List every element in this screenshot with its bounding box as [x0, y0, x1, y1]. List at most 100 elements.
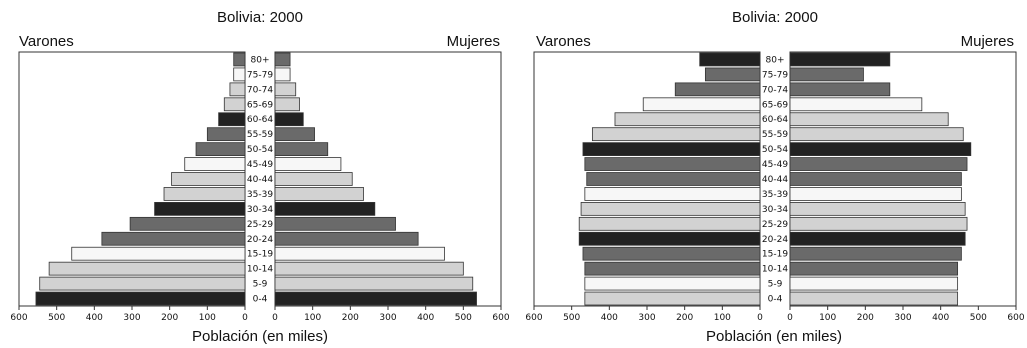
x-tick-label: 400	[601, 313, 618, 323]
bar-varones	[584, 187, 761, 201]
bar-varones	[71, 246, 246, 261]
bar-varones	[223, 97, 246, 112]
chart-title: Bolivia: 2000	[217, 9, 303, 26]
bar-varones	[154, 202, 246, 216]
bar-mujeres	[789, 127, 964, 142]
x-axis-label: Población (en miles)	[706, 328, 842, 345]
bar-varones	[578, 231, 761, 246]
age-group-label: 20-24	[247, 235, 273, 245]
age-group-label: 80+	[251, 55, 270, 65]
bar-varones	[48, 261, 246, 276]
age-group-label: 50-54	[247, 145, 273, 155]
x-tick-label: 300	[638, 313, 655, 323]
bar-mujeres	[274, 127, 315, 142]
bar-mujeres	[789, 142, 972, 156]
bar-mujeres	[789, 276, 959, 291]
pyramid-panel-2: Bolivia: 2000 Varones Mujeres 0-4 5-9 10-14 15…	[525, 9, 1024, 345]
bar-mujeres	[274, 67, 291, 82]
age-group-label: 35-39	[762, 190, 788, 200]
age-group-label: 60-64	[762, 115, 788, 125]
bar-mujeres	[274, 187, 364, 201]
bar-mujeres	[789, 261, 959, 276]
bar-mujeres	[789, 187, 962, 201]
varones-label: Varones	[19, 33, 74, 50]
bar-mujeres	[789, 216, 968, 231]
x-tick-label: 200	[857, 313, 874, 323]
bar-mujeres	[789, 172, 962, 186]
bar-varones	[35, 291, 246, 306]
bar-mujeres	[274, 157, 342, 171]
bar-mujeres	[274, 172, 353, 186]
x-tick-label: 400	[932, 313, 949, 323]
age-group-label: 65-69	[247, 100, 273, 110]
bar-varones	[206, 127, 246, 142]
bar-varones	[233, 52, 246, 67]
age-group-label: 50-54	[762, 145, 788, 155]
bar-mujeres	[274, 82, 297, 97]
age-group-label: 35-39	[247, 190, 273, 200]
age-group-label: 70-74	[762, 85, 788, 95]
x-tick-label: 300	[379, 313, 396, 323]
x-axis-label: Población (en miles)	[192, 328, 328, 345]
age-group-label: 10-14	[247, 265, 273, 275]
age-group-label: 0-4	[768, 295, 783, 305]
bar-varones	[171, 172, 246, 186]
age-group-label: 80+	[766, 55, 785, 65]
age-group-label: 70-74	[247, 85, 273, 95]
bar-mujeres	[274, 276, 474, 291]
age-group-label: 55-59	[247, 130, 273, 140]
age-group-label: 55-59	[762, 130, 788, 140]
bar-mujeres	[789, 202, 966, 216]
bar-varones	[586, 172, 761, 186]
bar-varones	[129, 216, 246, 231]
x-tick-label: 100	[304, 313, 321, 323]
bar-mujeres	[274, 246, 445, 261]
x-tick-label: 600	[525, 313, 542, 323]
bar-mujeres	[789, 112, 949, 127]
age-group-label: 15-19	[762, 250, 788, 260]
x-tick-label: 600	[10, 313, 27, 323]
bar-mujeres	[274, 202, 376, 216]
bar-varones	[704, 67, 761, 82]
x-tick-label: 0	[757, 313, 763, 323]
mujeres-label: Mujeres	[961, 33, 1014, 50]
age-group-label: 30-34	[762, 205, 788, 215]
pyramid-panel-1: Bolivia: 2000 Varones Mujeres 0-4 5-9 10-14 15…	[10, 9, 509, 345]
x-tick-label: 500	[48, 313, 65, 323]
x-tick-label: 200	[161, 313, 178, 323]
bar-varones	[39, 276, 246, 291]
age-group-label: 5-9	[768, 280, 783, 290]
bar-varones	[699, 52, 761, 67]
bar-mujeres	[274, 231, 419, 246]
x-tick-label: 100	[199, 313, 216, 323]
bar-varones	[578, 216, 761, 231]
bar-varones	[582, 142, 761, 156]
x-tick-label: 400	[86, 313, 103, 323]
bar-varones	[584, 276, 761, 291]
age-group-label: 60-64	[247, 115, 273, 125]
x-tick-label: 600	[1007, 313, 1024, 323]
bar-varones	[229, 82, 246, 97]
bar-mujeres	[789, 291, 959, 306]
bar-mujeres	[274, 112, 304, 127]
mujeres-label: Mujeres	[447, 33, 500, 50]
x-tick-label: 500	[455, 313, 472, 323]
x-tick-label: 200	[676, 313, 693, 323]
bar-varones	[195, 142, 246, 156]
x-tick-label: 600	[492, 313, 509, 323]
bar-varones	[233, 67, 246, 82]
x-tick-label: 0	[272, 313, 278, 323]
x-tick-label: 400	[417, 313, 434, 323]
age-group-label: 75-79	[762, 70, 788, 80]
bar-mujeres	[789, 52, 891, 67]
x-tick-label: 0	[787, 313, 793, 323]
bar-varones	[218, 112, 246, 127]
age-group-label: 5-9	[253, 280, 268, 290]
age-group-label: 45-49	[762, 160, 788, 170]
bar-mujeres	[274, 291, 477, 306]
bar-mujeres	[789, 97, 923, 112]
x-tick-label: 300	[894, 313, 911, 323]
age-group-label: 75-79	[247, 70, 273, 80]
bar-varones	[184, 157, 246, 171]
bar-mujeres	[789, 67, 864, 82]
